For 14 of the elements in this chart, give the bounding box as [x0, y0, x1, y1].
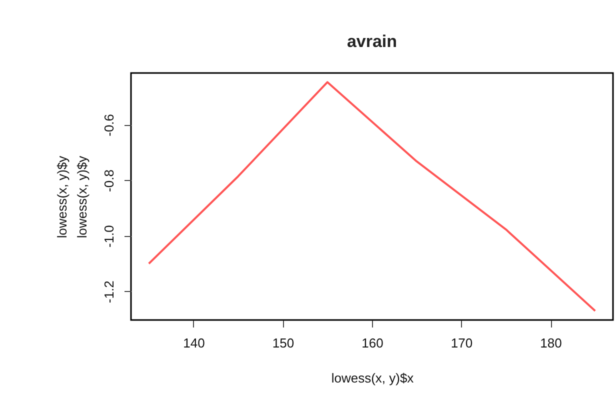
x-tick-label: 180 [540, 336, 562, 350]
x-tick-label: 140 [183, 336, 205, 350]
x-tick-label: 150 [272, 336, 294, 350]
y-tick-label: -0.8 [102, 170, 116, 192]
line-series [148, 81, 596, 312]
y-axis-title: lowess(x, y)$y [74, 155, 90, 238]
chart-title: avrain [346, 32, 398, 51]
x-tick-label: 170 [450, 336, 473, 350]
text: lowess(x, y)$y [54, 155, 70, 238]
y-tick-label: -0.6 [102, 114, 116, 136]
x-tick-label: 160 [362, 336, 384, 350]
x-axis-title: lowess(x, y)$x [331, 370, 414, 386]
y-tick-label: -1.2 [102, 280, 116, 304]
y-tick-label: -1.0 [102, 225, 116, 248]
